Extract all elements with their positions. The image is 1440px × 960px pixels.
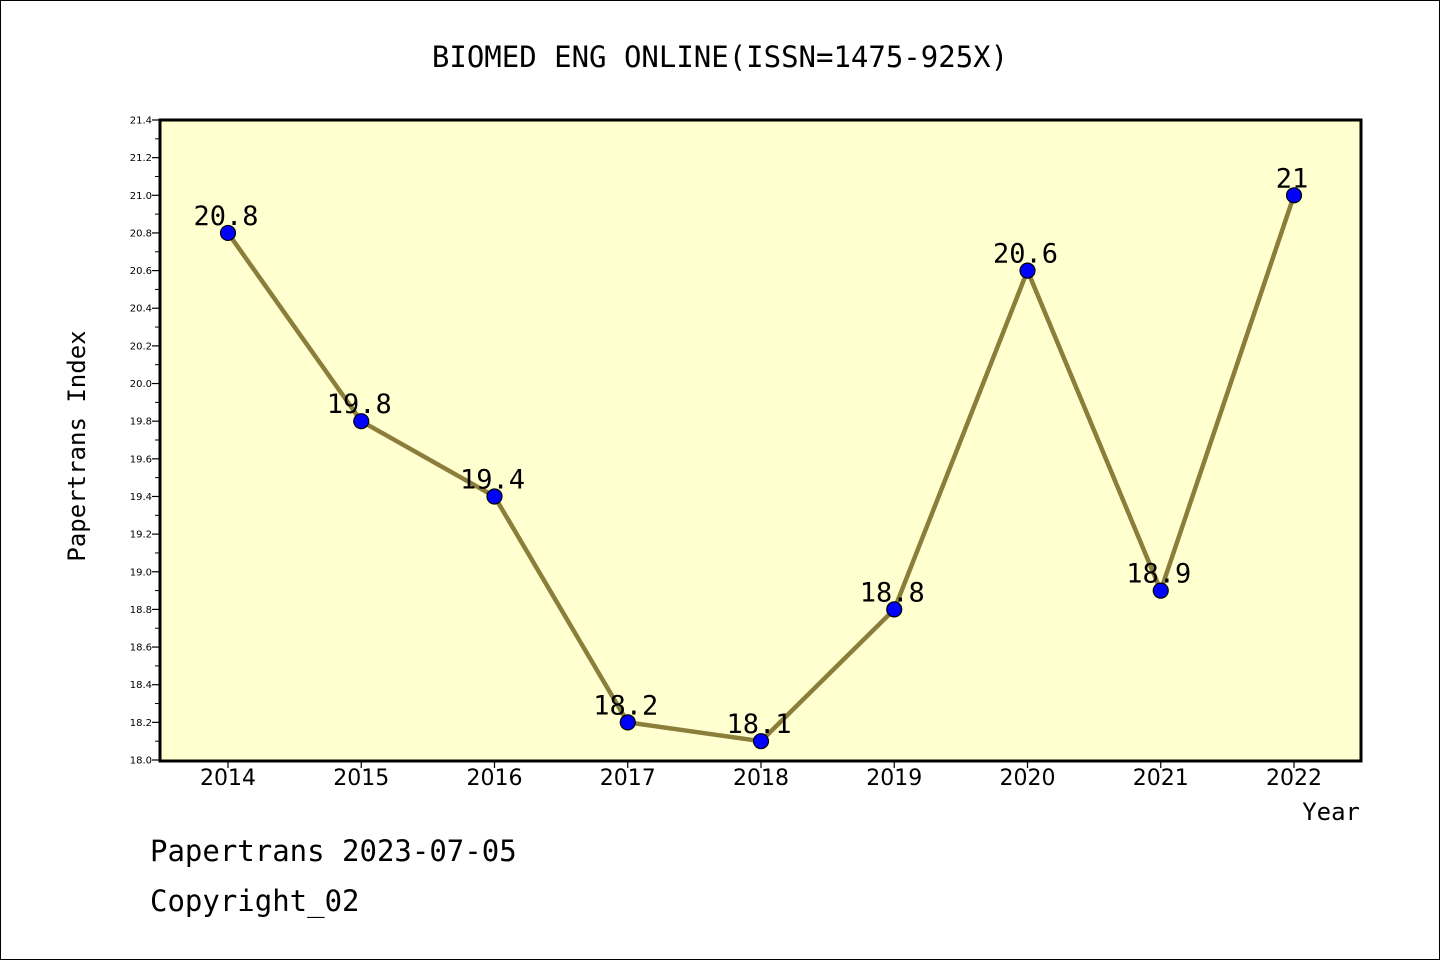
- y-tick-label: 20.0: [130, 379, 152, 390]
- series-layer: 20.819.819.418.218.118.820.618.921: [193, 163, 1308, 750]
- y-tick-label: 21.4: [130, 116, 152, 127]
- y-axis-label: Papertrans Index: [63, 330, 91, 561]
- x-tick-label: 2015: [333, 766, 389, 791]
- y-tick-label: 19.6: [130, 454, 152, 465]
- x-tick-label: 2022: [1266, 766, 1322, 791]
- y-tick-label: 21.2: [130, 153, 152, 164]
- y-tick-label: 18.6: [130, 643, 152, 654]
- y-tick-label: 19.8: [130, 417, 152, 428]
- x-axis-label: Year: [1302, 798, 1360, 826]
- y-tick-label: 19.0: [130, 567, 152, 578]
- y-tick-label: 18.0: [130, 756, 152, 767]
- y-axis: 18.0 18.2 18.4 18.6 18.8 19.0 19.2 19.4 19.6 19.8…: [130, 116, 160, 767]
- y-tick-label: 18.8: [130, 605, 152, 616]
- x-axis: 2014 2015 2016 2017 2018 2019 2020 2021 2022: [200, 760, 1322, 791]
- y-tick-label: 21.0: [130, 191, 152, 202]
- x-tick-label: 2020: [1000, 766, 1056, 791]
- x-tick-label: 2021: [1133, 766, 1189, 791]
- x-tick-label: 2019: [866, 766, 922, 791]
- x-tick-label: 2017: [600, 766, 656, 791]
- y-tick-label: 20.2: [130, 341, 152, 352]
- y-tick-label: 19.2: [130, 530, 152, 541]
- data-point: [619, 714, 636, 731]
- y-tick-label: 20.6: [130, 266, 152, 277]
- x-tick-label: 2014: [200, 766, 256, 791]
- data-point: [1152, 582, 1169, 599]
- data-point: [1019, 262, 1036, 279]
- chart-title: BIOMED ENG ONLINE(ISSN=1475-925X): [432, 40, 1008, 74]
- data-point: [1285, 187, 1303, 204]
- x-tick-label: 2016: [467, 766, 523, 791]
- data-point: [886, 601, 903, 618]
- y-tick-label: 20.4: [130, 304, 152, 315]
- x-tick-label: 2018: [733, 766, 789, 791]
- y-tick-label: 18.2: [130, 718, 152, 729]
- data-point: [486, 488, 503, 505]
- y-tick-label: 20.8: [130, 228, 152, 239]
- data-point: [353, 413, 370, 430]
- footer-copyright: Copyright_02: [150, 884, 360, 918]
- y-tick-label: 19.4: [130, 492, 152, 503]
- data-point: [219, 224, 237, 242]
- data-point: [752, 733, 770, 750]
- y-tick-label: 18.4: [130, 680, 152, 691]
- footer-date: Papertrans 2023-07-05: [150, 834, 517, 868]
- plot-area: [158, 118, 1363, 763]
